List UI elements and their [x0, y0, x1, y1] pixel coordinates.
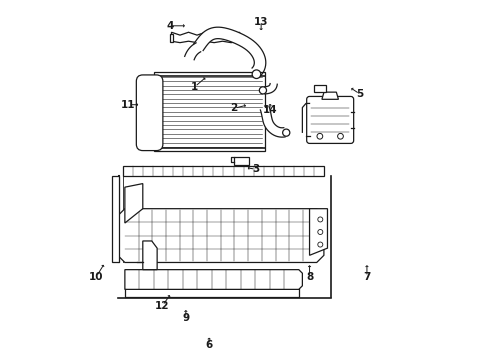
Polygon shape	[172, 32, 240, 42]
Polygon shape	[125, 270, 302, 289]
Circle shape	[259, 87, 267, 94]
Text: 12: 12	[155, 301, 170, 311]
Text: 5: 5	[356, 89, 364, 99]
FancyBboxPatch shape	[136, 75, 163, 150]
PathPatch shape	[265, 84, 277, 94]
Text: 1: 1	[191, 82, 198, 92]
Circle shape	[283, 129, 290, 136]
FancyBboxPatch shape	[307, 96, 354, 143]
Circle shape	[318, 242, 323, 247]
Circle shape	[252, 70, 261, 78]
Circle shape	[338, 134, 343, 139]
Polygon shape	[123, 166, 324, 176]
Text: 10: 10	[89, 272, 103, 282]
Text: 6: 6	[205, 340, 213, 350]
Polygon shape	[314, 85, 326, 92]
Polygon shape	[310, 209, 327, 255]
Polygon shape	[234, 157, 248, 165]
Text: 2: 2	[231, 103, 238, 113]
Text: 3: 3	[252, 164, 259, 174]
Polygon shape	[170, 35, 172, 42]
PathPatch shape	[260, 107, 285, 137]
PathPatch shape	[185, 43, 201, 60]
Polygon shape	[153, 72, 265, 151]
Text: 4: 4	[166, 21, 173, 31]
Polygon shape	[322, 92, 339, 99]
Text: 11: 11	[121, 100, 136, 110]
PathPatch shape	[194, 27, 266, 77]
Polygon shape	[112, 176, 119, 262]
Circle shape	[318, 217, 323, 222]
Text: 14: 14	[263, 105, 277, 115]
Circle shape	[318, 229, 323, 234]
Polygon shape	[143, 241, 157, 270]
Circle shape	[317, 134, 323, 139]
Polygon shape	[125, 184, 143, 223]
Polygon shape	[118, 209, 324, 262]
Text: 7: 7	[363, 272, 370, 282]
Text: 9: 9	[182, 313, 190, 323]
Text: 8: 8	[306, 272, 313, 282]
Text: 13: 13	[254, 17, 269, 27]
